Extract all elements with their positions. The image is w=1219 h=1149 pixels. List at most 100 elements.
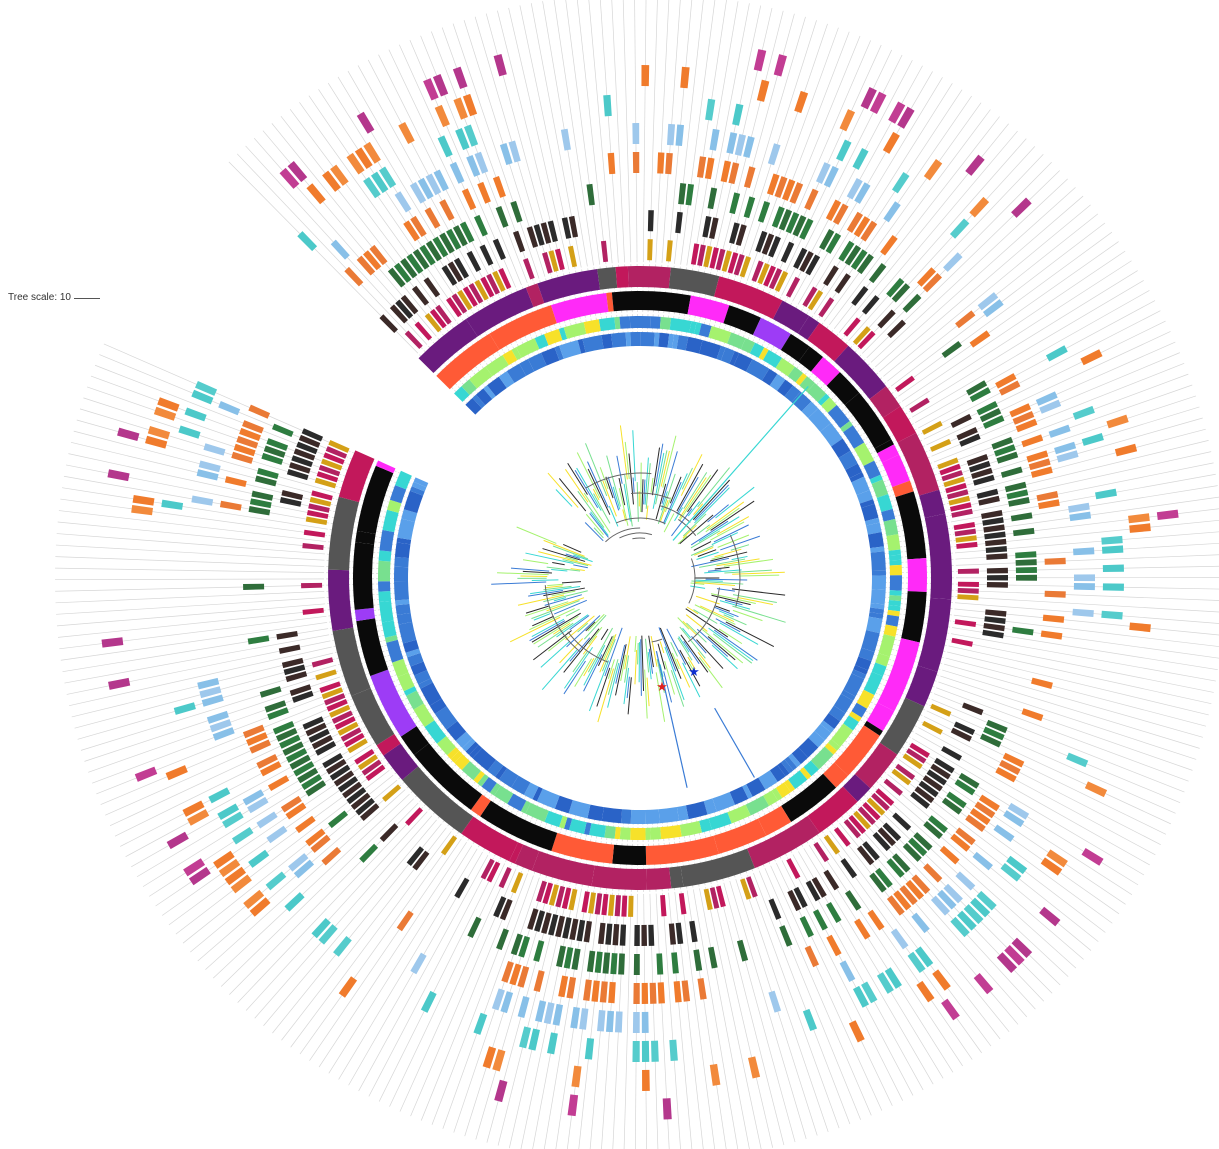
tree-arc (678, 518, 697, 537)
gene-2-block (389, 304, 408, 324)
clade-segment (395, 603, 411, 616)
gene-4-block (917, 267, 937, 287)
tree-branch (711, 532, 739, 546)
type-segment (598, 317, 616, 332)
gene-8-block (432, 74, 449, 97)
clade-segment (870, 589, 886, 605)
type-segment (762, 349, 783, 368)
type-segment (502, 349, 518, 366)
gene-2-block (861, 295, 880, 315)
gene-4-block (846, 211, 864, 233)
gene-6-block (1101, 535, 1123, 545)
gene-3-block (869, 872, 887, 893)
gene-5-block (839, 960, 856, 983)
family-segment (810, 356, 840, 386)
order-segment (879, 697, 925, 755)
gene-4-block (267, 775, 290, 792)
tree-branch (731, 588, 786, 596)
gene-2-block (978, 495, 1000, 506)
gene-2-block (337, 776, 359, 793)
gene-1-block (739, 256, 752, 278)
tree-branch (529, 620, 566, 642)
type-segment (827, 739, 841, 751)
leaf-spoke (869, 496, 1219, 547)
gene-2-block (872, 831, 891, 852)
gene-2-block (283, 664, 306, 676)
gene-4-block (899, 885, 918, 906)
tree-branch (702, 629, 744, 664)
gene-3-block (249, 498, 272, 509)
clade-segment (861, 503, 879, 522)
family-segment (352, 542, 375, 610)
leaf-spoke (782, 116, 1000, 396)
tree-branch (739, 574, 780, 577)
gene-2-block (983, 524, 1005, 533)
leaf-spoke (299, 102, 506, 390)
clade-segment (869, 607, 884, 615)
tree-branch (640, 639, 642, 696)
gene-3-block (571, 948, 581, 971)
gene-4-block (998, 380, 1021, 396)
tree-branch (531, 579, 559, 581)
gene-6-block (1000, 863, 1022, 882)
gene-2-block (877, 827, 897, 847)
leaf-spoke (683, 805, 750, 1149)
tree-branch (670, 641, 678, 657)
leaf-spoke (865, 440, 1209, 524)
leaf-spoke (88, 654, 422, 773)
tree-scale-label: Tree scale: 10 (8, 292, 71, 303)
type-segment (851, 702, 868, 718)
gene-2-block (379, 314, 398, 333)
gene-1-block (921, 720, 943, 735)
gene-1-block (581, 891, 590, 913)
gene-3-block (1006, 489, 1029, 500)
gene-7-block (322, 170, 341, 192)
gene-5-block (218, 401, 241, 416)
order-segment (514, 844, 540, 871)
clade-segment (409, 486, 425, 496)
type-segment (379, 600, 394, 623)
type-segment (485, 354, 509, 377)
gene-5-block (1073, 574, 1096, 582)
gene-7-block (848, 1020, 865, 1043)
tree-branch (529, 608, 575, 631)
clade-segment (420, 682, 442, 706)
gene-1-block (321, 687, 344, 700)
leaf-spoke (857, 373, 1189, 498)
tree-branch (732, 605, 786, 623)
gene-2-block (322, 752, 343, 769)
gene-4-block (893, 890, 912, 911)
gene-4-block (260, 761, 282, 777)
clade-segment (398, 621, 417, 644)
gene-3-block (991, 436, 1014, 450)
order-segment (376, 733, 401, 756)
gene-5-block (675, 124, 685, 147)
gene-1-block (853, 810, 871, 830)
gene-7-block (165, 765, 188, 781)
gene-6-block (632, 1040, 640, 1062)
gene-6-block (949, 218, 970, 239)
gene-1-block (594, 893, 603, 915)
leaf-spoke (692, 803, 774, 1148)
gene-1-block (601, 893, 609, 916)
gene-5-block (597, 1010, 606, 1032)
leaf-spoke (669, 807, 716, 1149)
gene-4-block (911, 874, 931, 895)
tree-branch (558, 478, 587, 512)
gene-1-block (862, 802, 881, 821)
gene-4-block (1021, 708, 1044, 722)
clade-segment (472, 747, 497, 771)
gene-7-block (932, 969, 951, 991)
gene-5-block (846, 177, 863, 200)
type-segment (378, 591, 392, 603)
gene-2-block (986, 582, 1008, 588)
leaf-spoke (55, 578, 409, 581)
tree-branch (664, 497, 672, 513)
gene-5-block (410, 952, 427, 975)
tree-branch (497, 572, 549, 576)
gene-8-block (1039, 906, 1061, 927)
tree-branch (565, 553, 580, 559)
gene-5-block (198, 460, 221, 473)
clade-segment (465, 741, 479, 755)
leaf-spoke (841, 691, 1150, 866)
